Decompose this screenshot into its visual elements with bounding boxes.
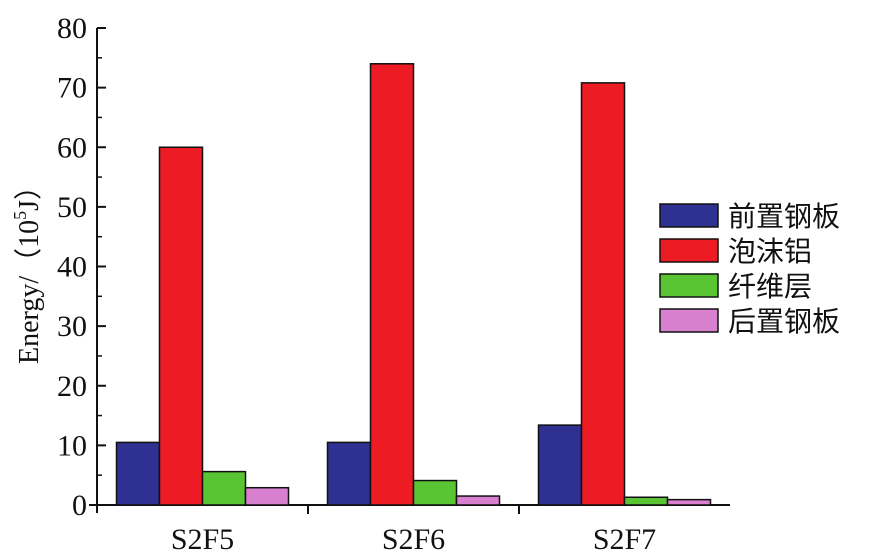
bar-S2F5-1 bbox=[158, 146, 204, 506]
y-tick-label: 20 bbox=[57, 370, 87, 403]
legend-swatch bbox=[659, 308, 719, 333]
bar-S2F5-2 bbox=[201, 470, 247, 506]
bar-S2F7-3 bbox=[666, 498, 712, 506]
y-tick-label: 0 bbox=[72, 489, 87, 522]
y-axis: 0 10 20 30 40 50 60 70 80 bbox=[57, 12, 106, 522]
bar-S2F7-2 bbox=[623, 496, 669, 506]
bar-S2F6-2 bbox=[412, 479, 458, 506]
y-tick-label: 80 bbox=[57, 12, 87, 45]
bars bbox=[115, 63, 712, 506]
y-axis-label-prefix: Energy/（10 bbox=[13, 220, 45, 364]
bar-S2F6-0 bbox=[326, 441, 372, 506]
bar-S2F6-1 bbox=[369, 63, 415, 506]
legend-label: 后置钢板 bbox=[728, 305, 840, 338]
y-axis-label-suffix: J） bbox=[13, 172, 45, 211]
legend-swatch bbox=[659, 238, 719, 263]
x-tick-label: S2F7 bbox=[593, 523, 656, 556]
y-axis-label: Energy/（105J） bbox=[10, 172, 45, 364]
y-tick-label: 10 bbox=[57, 429, 87, 462]
bar-S2F5-0 bbox=[115, 441, 161, 506]
legend-swatch bbox=[659, 273, 719, 298]
y-tick-label: 30 bbox=[57, 310, 87, 343]
y-tick-label: 60 bbox=[57, 131, 87, 164]
bar-S2F6-3 bbox=[455, 495, 501, 506]
legend-label: 纤维层 bbox=[728, 270, 812, 303]
x-axis: S2F5 S2F6 S2F7 bbox=[89, 504, 730, 556]
y-axis-label-superscript: 5 bbox=[10, 211, 30, 220]
legend-swatch bbox=[659, 203, 719, 228]
legend-label: 泡沫铝 bbox=[728, 235, 812, 268]
bar-S2F7-1 bbox=[580, 82, 626, 506]
y-tick-label: 70 bbox=[57, 72, 87, 105]
x-tick-label: S2F5 bbox=[171, 523, 234, 556]
y-tick-label: 50 bbox=[57, 191, 87, 224]
bar-S2F7-0 bbox=[537, 424, 583, 506]
bar-S2F5-3 bbox=[244, 486, 290, 506]
y-tick-label: 40 bbox=[57, 251, 87, 284]
x-tick-label: S2F6 bbox=[382, 523, 445, 556]
legend-label: 前置钢板 bbox=[728, 200, 840, 233]
